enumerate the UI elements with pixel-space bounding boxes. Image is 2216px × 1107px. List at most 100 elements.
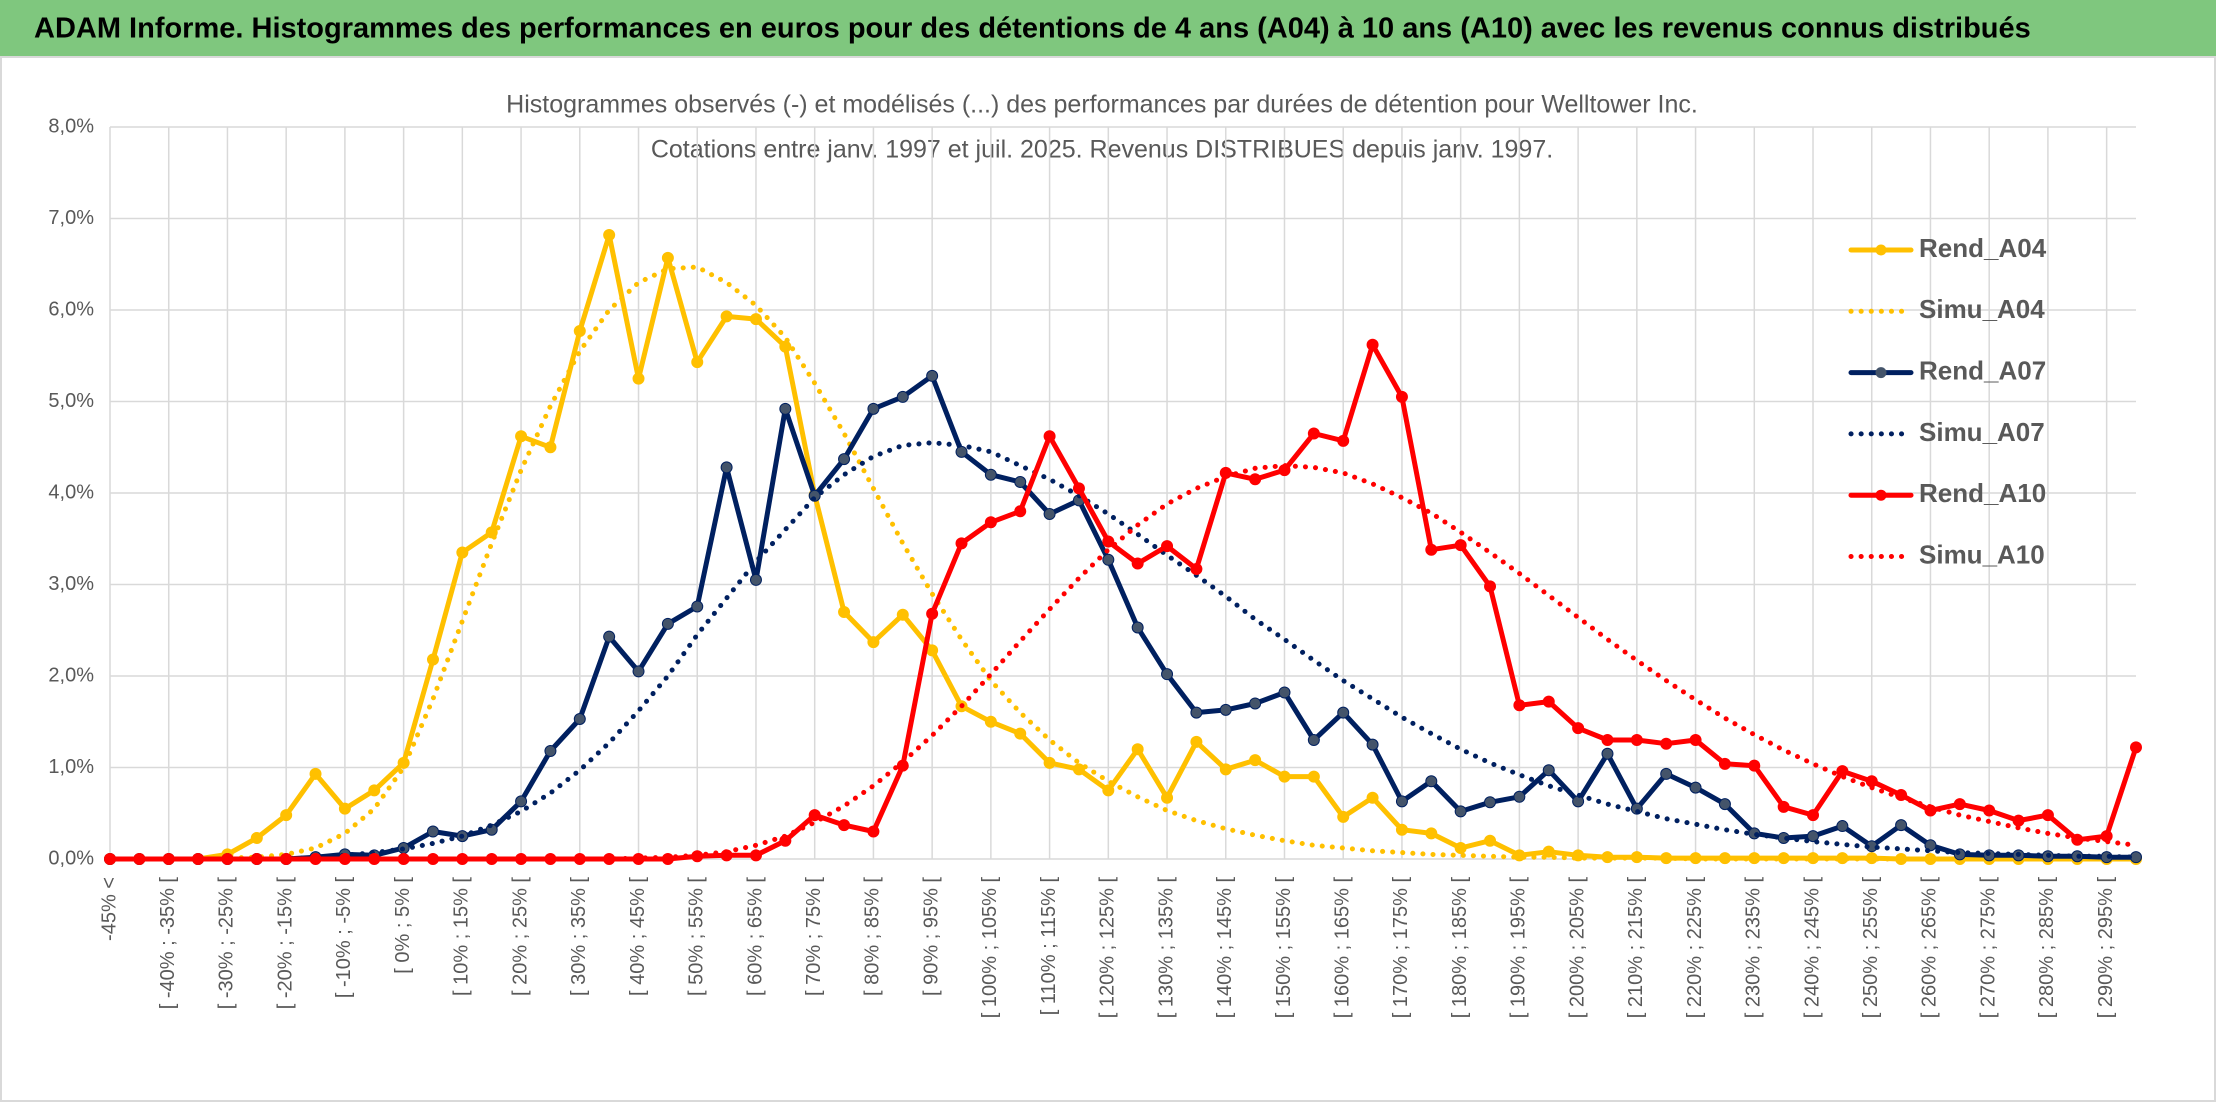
x-tick-label: [ 220% ; 225% [: [1684, 877, 1706, 1019]
x-tick-label: -45% <: [98, 877, 120, 941]
point-marker: [280, 809, 293, 822]
point-marker: [1219, 763, 1232, 776]
point-marker: [1513, 790, 1526, 803]
point-marker: [1014, 476, 1027, 489]
point-marker: [632, 665, 645, 678]
x-tick-label: [ 160% ; 165% [: [1331, 877, 1353, 1019]
x-tick-label: [ 240% ; 245% [: [1801, 877, 1823, 1019]
point-marker: [426, 825, 439, 838]
point-marker: [1249, 754, 1262, 767]
point-marker: [1718, 798, 1731, 811]
point-marker: [1014, 727, 1027, 740]
point-marker: [720, 310, 733, 323]
point-marker: [515, 795, 528, 808]
y-tick-label: 8,0%: [48, 115, 94, 137]
legend-label: Simu_A10: [1919, 539, 2045, 569]
point-marker: [1278, 686, 1291, 699]
x-tick-label: [ 110% ; 115% [: [1038, 877, 1060, 1016]
point-marker: [368, 784, 381, 797]
x-tick-label: [ 290% ; 295% [: [2095, 877, 2117, 1019]
point-marker: [309, 767, 322, 780]
x-tick-label: [ -10% ; -5% [: [333, 877, 355, 999]
point-marker: [749, 313, 762, 326]
point-marker: [1601, 734, 1614, 747]
chart-title: Histogrammes observés (-) et modélisés (…: [506, 91, 1698, 119]
point-marker: [1219, 703, 1232, 716]
x-tick-label: [ 80% ; 85% [: [862, 877, 884, 996]
point-marker: [749, 573, 762, 586]
point-marker: [1542, 695, 1555, 708]
point-marker: [573, 713, 586, 726]
x-tick-label: [ 100% ; 105% [: [979, 877, 1001, 1019]
point-marker: [1425, 775, 1438, 788]
point-marker: [779, 402, 792, 415]
point-marker: [338, 802, 351, 815]
observed-line: [107, 373, 2139, 862]
point-marker: [1836, 820, 1849, 833]
legend-marker: [1875, 367, 1887, 379]
point-marker: [1689, 781, 1702, 794]
point-marker: [1542, 845, 1555, 858]
point-marker: [1807, 809, 1820, 822]
point-marker: [1953, 848, 1966, 861]
point-marker: [603, 228, 616, 241]
legend-label: Rend_A04: [1919, 233, 2047, 263]
point-marker: [2041, 809, 2054, 822]
x-tick-label: [ -40% ; -35% [: [157, 877, 179, 1010]
chart-subtitle: Cotations entre janv. 1997 et juil. 2025…: [651, 136, 1553, 164]
point-marker: [1953, 798, 1966, 811]
point-marker: [1161, 540, 1174, 553]
point-marker: [1425, 543, 1438, 556]
point-marker: [749, 849, 762, 862]
point-marker: [984, 468, 997, 481]
point-marker: [1014, 505, 1027, 518]
point-marker: [1924, 839, 1937, 852]
x-tick-label: [ 150% ; 155% [: [1273, 877, 1295, 1019]
point-marker: [1395, 390, 1408, 403]
point-marker: [1131, 557, 1144, 570]
model-line: [107, 463, 2139, 862]
x-tick-label: [ 270% ; 275% [: [1977, 877, 1999, 1019]
x-tick-label: [ 120% ; 125% [: [1097, 877, 1119, 1019]
point-marker: [1601, 747, 1614, 760]
point-marker: [1630, 734, 1643, 747]
point-marker: [1395, 795, 1408, 808]
point-marker: [1307, 770, 1320, 783]
legend-label: Simu_A07: [1919, 417, 2045, 447]
point-marker: [1689, 734, 1702, 747]
x-tick-label: [ 180% ; 185% [: [1449, 877, 1471, 1019]
x-tick-label: [ 90% ; 95% [: [920, 877, 942, 996]
point-marker: [2130, 741, 2142, 754]
point-marker: [1484, 580, 1497, 593]
x-tick-label: [ 20% ; 25% [: [509, 877, 531, 996]
point-marker: [1454, 805, 1467, 818]
point-marker: [691, 356, 704, 369]
point-marker: [1572, 722, 1585, 735]
point-marker: [1190, 562, 1203, 575]
x-tick-label: [ 130% ; 135% [: [1155, 877, 1177, 1019]
point-marker: [1865, 775, 1878, 788]
x-tick-label: [ 230% ; 235% [: [1743, 877, 1765, 1019]
point-marker: [1366, 738, 1379, 751]
point-marker: [1542, 764, 1555, 777]
model-line: [107, 440, 2139, 862]
y-tick-label: 0,0%: [48, 847, 94, 869]
point-marker: [1807, 830, 1820, 843]
x-tick-label: [ 250% ; 255% [: [1860, 877, 1882, 1019]
point-marker: [1513, 699, 1526, 712]
point-marker: [250, 831, 263, 844]
legend-label: Simu_A04: [1919, 294, 2045, 324]
point-marker: [720, 461, 733, 474]
point-marker: [955, 537, 968, 550]
point-marker: [1366, 338, 1379, 351]
point-marker: [1660, 737, 1673, 750]
legend-label: Rend_A10: [1919, 478, 2046, 508]
point-marker: [926, 607, 939, 620]
point-marker: [1748, 759, 1761, 772]
point-marker: [1307, 734, 1320, 747]
point-marker: [896, 608, 909, 621]
point-marker: [1484, 796, 1497, 809]
point-marker: [1983, 804, 1996, 817]
y-tick-label: 4,0%: [48, 481, 94, 503]
